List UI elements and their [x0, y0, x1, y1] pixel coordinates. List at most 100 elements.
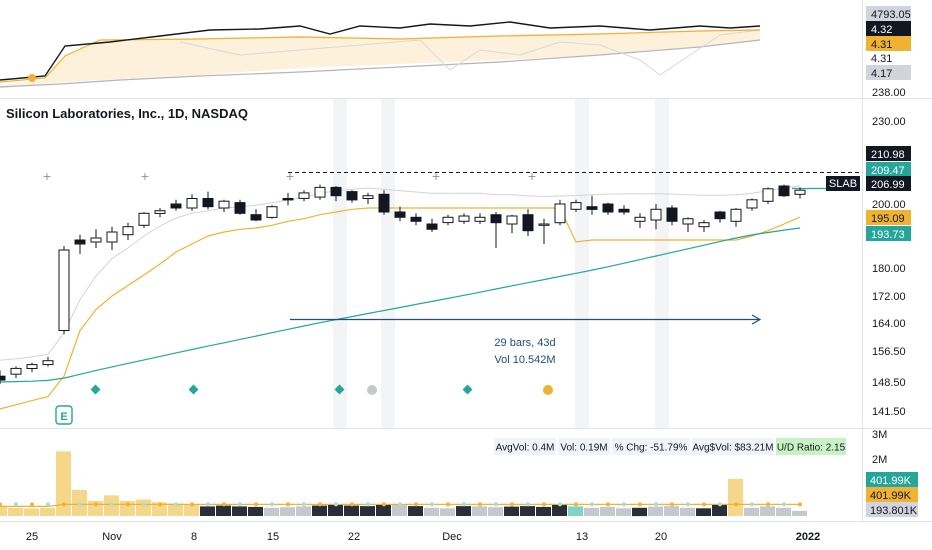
candle[interactable]	[378, 190, 390, 215]
candle[interactable]	[202, 191, 214, 210]
volume-bar[interactable]	[584, 507, 599, 517]
volume-bar[interactable]	[344, 505, 359, 516]
candle[interactable]	[570, 199, 582, 212]
candle[interactable]	[474, 213, 486, 224]
volume-bar[interactable]	[360, 506, 375, 516]
candle[interactable]	[154, 208, 166, 218]
candle[interactable]	[26, 362, 38, 373]
candle[interactable]	[10, 366, 22, 379]
diamond-marker[interactable]	[462, 384, 473, 395]
volume-bar[interactable]	[664, 506, 679, 516]
volume-bar[interactable]	[312, 505, 327, 516]
candle[interactable]	[218, 199, 230, 212]
volume-bar[interactable]	[200, 506, 215, 516]
candle[interactable]	[138, 212, 150, 228]
volume-bar[interactable]	[616, 508, 631, 516]
candle[interactable]	[714, 210, 726, 223]
candle[interactable]	[106, 226, 118, 250]
candle[interactable]	[650, 204, 662, 230]
volume-bar[interactable]	[296, 506, 311, 516]
candle[interactable]	[250, 209, 262, 222]
candle[interactable]	[42, 356, 54, 367]
volume-bar[interactable]	[792, 510, 807, 516]
volume-bar[interactable]	[424, 507, 439, 517]
plus-marker[interactable]: +	[432, 168, 440, 184]
volume-bar[interactable]	[632, 507, 647, 517]
volume-bar[interactable]	[648, 506, 663, 516]
volume-bar[interactable]	[744, 507, 759, 517]
volume-bar[interactable]	[568, 506, 583, 516]
candle[interactable]	[538, 218, 550, 244]
volume-bar[interactable]	[520, 506, 535, 516]
candle[interactable]	[362, 192, 374, 204]
volume-bar[interactable]	[536, 506, 551, 516]
volume-bar[interactable]	[24, 508, 39, 516]
volume-bar[interactable]	[408, 506, 423, 516]
volume-bar[interactable]	[40, 507, 55, 517]
candle[interactable]	[394, 206, 406, 222]
candle[interactable]	[346, 190, 358, 203]
candle[interactable]	[234, 199, 246, 215]
diamond-marker[interactable]	[90, 384, 101, 395]
candle[interactable]	[122, 222, 134, 240]
indicator-panel[interactable]	[0, 21, 761, 88]
volume-bar[interactable]	[728, 478, 743, 516]
volume-bar[interactable]	[216, 505, 231, 516]
plus-marker[interactable]: +	[528, 168, 536, 184]
volume-bar[interactable]	[776, 507, 791, 517]
volume-bar[interactable]	[168, 503, 183, 516]
candle[interactable]	[730, 208, 742, 227]
candle[interactable]	[682, 217, 694, 232]
candle[interactable]	[490, 212, 502, 248]
volume-bar[interactable]	[0, 506, 7, 516]
candle[interactable]	[74, 234, 86, 254]
volume-bar[interactable]	[680, 507, 695, 517]
candle[interactable]	[0, 370, 6, 385]
candle[interactable]	[410, 213, 422, 226]
plus-marker[interactable]: +	[141, 168, 149, 184]
candle[interactable]	[602, 202, 614, 215]
volume-bar[interactable]	[152, 502, 167, 517]
diamond-marker[interactable]	[188, 384, 199, 395]
volume-bar[interactable]	[504, 506, 519, 516]
candle[interactable]	[586, 195, 598, 215]
candle[interactable]	[618, 205, 630, 215]
candle[interactable]	[330, 186, 342, 202]
volume-pane[interactable]	[0, 451, 807, 517]
candle[interactable]	[426, 218, 438, 232]
volume-bar[interactable]	[760, 506, 775, 516]
diamond-marker[interactable]	[334, 384, 345, 395]
dividend-marker[interactable]	[367, 385, 377, 395]
candle[interactable]	[170, 199, 182, 211]
candle[interactable]	[90, 229, 102, 248]
volume-bar[interactable]	[456, 506, 471, 516]
volume-bar[interactable]	[264, 507, 279, 517]
volume-bar[interactable]	[136, 499, 151, 517]
volume-bar[interactable]	[472, 506, 487, 516]
measure-tool[interactable]: 29 bars, 43d Vol 10.542M	[290, 314, 762, 366]
candle[interactable]	[698, 220, 710, 232]
candle[interactable]	[282, 192, 294, 206]
candle[interactable]	[266, 205, 278, 219]
volume-bar[interactable]	[600, 506, 615, 516]
volume-bar[interactable]	[712, 504, 727, 516]
candle[interactable]	[186, 194, 198, 211]
candle[interactable]	[778, 184, 790, 198]
price-axis[interactable]: 230.00200.00188.00180.00172.00164.00156.…	[866, 87, 911, 418]
split-marker[interactable]	[543, 385, 553, 395]
volume-bar[interactable]	[8, 507, 23, 517]
candle[interactable]	[314, 184, 326, 200]
volume-bar[interactable]	[552, 504, 567, 516]
volume-bar[interactable]	[280, 507, 295, 516]
volume-bar[interactable]	[184, 504, 199, 516]
candle[interactable]	[762, 187, 774, 204]
volume-bar[interactable]	[328, 505, 343, 516]
candle[interactable]	[506, 214, 518, 234]
price-pane[interactable]	[0, 184, 826, 410]
candle[interactable]	[58, 246, 70, 335]
candle[interactable]	[794, 187, 806, 199]
event-markers[interactable]: E + + + + +	[43, 168, 553, 425]
volume-bar[interactable]	[392, 504, 407, 516]
